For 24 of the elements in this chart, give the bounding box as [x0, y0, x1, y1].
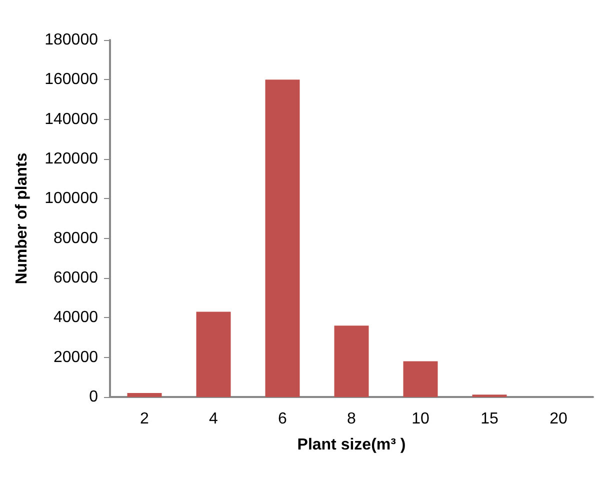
y-tick-label: 140000	[44, 110, 98, 128]
y-tick-label: 80000	[54, 230, 98, 247]
x-tick-label: 6	[278, 410, 288, 428]
x-tick-label: 20	[550, 410, 568, 428]
y-tick-label: 160000	[44, 71, 98, 88]
x-tick-label: 2	[140, 410, 150, 428]
y-axis-title: Number of plants	[14, 152, 30, 284]
bar	[403, 361, 438, 397]
x-tick-label: 8	[347, 410, 356, 428]
y-tick-label: 100000	[44, 190, 98, 208]
x-axis-title: Plant size(m³ )	[297, 436, 406, 454]
x-tick-label: 10	[412, 410, 430, 428]
y-tick-label: 40000	[54, 309, 98, 326]
y-tick-label: 0	[89, 388, 98, 406]
y-tick-label: 180000	[44, 32, 98, 48]
x-tick-label: 4	[209, 410, 218, 428]
y-tick-label: 120000	[44, 150, 98, 168]
bar	[196, 312, 231, 397]
x-tick-label: 15	[480, 410, 498, 428]
bar	[265, 80, 300, 397]
bar	[334, 326, 369, 397]
y-tick-label: 20000	[54, 348, 98, 366]
y-tick-label: 60000	[54, 270, 98, 286]
bar	[127, 393, 162, 397]
